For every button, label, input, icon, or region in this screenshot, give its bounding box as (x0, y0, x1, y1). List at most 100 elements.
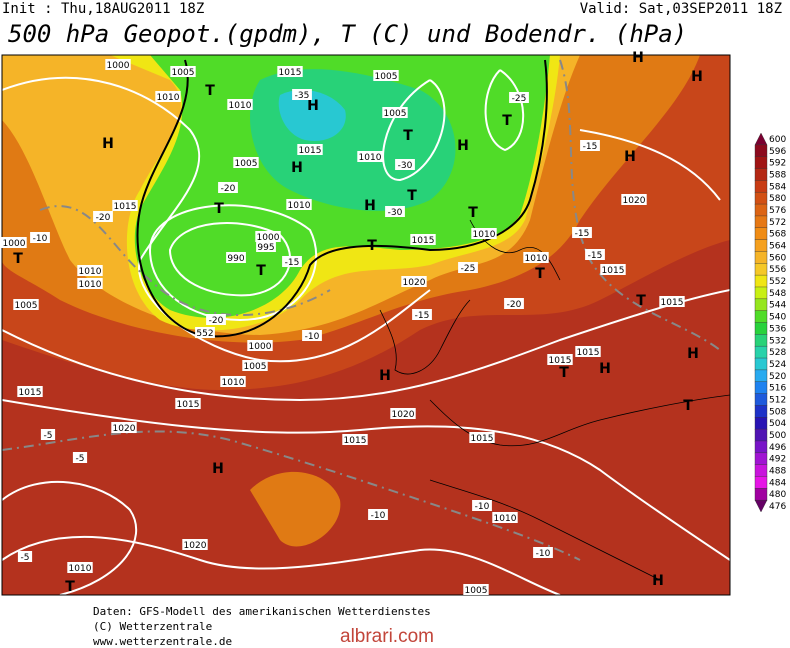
colorbar-label: 488 (769, 467, 786, 477)
colorbar-label: 496 (769, 443, 786, 453)
label-box (67, 562, 93, 573)
colorbar-label: 560 (769, 253, 786, 263)
contour-label: -20 (209, 316, 224, 326)
contour-label: 1000 (249, 342, 272, 352)
pressure-center: T (65, 579, 75, 595)
label-box (547, 354, 573, 365)
contour-label: 1015 (299, 146, 322, 156)
label-box (472, 500, 492, 511)
colorbar-swatch (754, 357, 768, 371)
colorbar-swatch (754, 464, 768, 478)
label-box (390, 408, 416, 419)
contour-label: -35 (295, 91, 310, 101)
colorbar-swatch (754, 417, 768, 430)
label-box (401, 276, 427, 287)
colorbar-swatch (754, 286, 768, 300)
contour-label: 990 (227, 254, 244, 264)
colorbar-label: 508 (769, 407, 786, 417)
contour-label: 1010 (494, 514, 517, 524)
contour-label: 1005 (15, 301, 38, 311)
colorbar-swatch (754, 132, 768, 146)
map-field (2, 55, 730, 595)
colorbar-label: 528 (769, 348, 786, 358)
contour-552 (136, 59, 548, 338)
label-box (621, 194, 647, 205)
pressure-center: T (468, 205, 478, 221)
colorbar-label: 480 (769, 490, 786, 500)
colorbar-label: 516 (769, 384, 786, 394)
pressure-center: T (683, 398, 693, 414)
contour-label: -10 (305, 332, 320, 342)
colorbar-swatch (754, 310, 768, 324)
colorbar-label: 588 (769, 170, 786, 180)
label-box (357, 151, 383, 162)
footer-line: (C) Wetterzentrale (93, 620, 212, 633)
colorbar-swatch (754, 192, 768, 205)
colorbar-label: 564 (769, 242, 786, 252)
colorbar-label: 520 (769, 372, 786, 382)
label-box (1, 237, 27, 248)
colorbar-label: 584 (769, 182, 786, 192)
label-box (112, 200, 138, 211)
contour-label: 1015 (19, 388, 42, 398)
contour-label: 552 (196, 329, 213, 339)
colorbar-swatch (754, 369, 768, 383)
label-box (302, 330, 322, 341)
contour-label: 1010 (525, 254, 548, 264)
coastlines (379, 219, 730, 581)
label-box (458, 262, 478, 273)
contour-label: 1020 (392, 410, 415, 420)
colorbar-swatch (754, 251, 768, 264)
label-box (40, 429, 56, 440)
colorbar-swatch (754, 180, 768, 193)
contour-label: -5 (44, 431, 53, 441)
label-box (572, 227, 592, 238)
label-box (111, 422, 137, 433)
pressure-center: T (214, 201, 224, 217)
label-box (297, 144, 323, 155)
pressure-center: H (652, 573, 664, 589)
label-box (255, 231, 281, 242)
contour-label: 1020 (113, 424, 136, 434)
contour-label: -15 (588, 251, 603, 261)
pressure-center: T (502, 113, 512, 129)
pressure-center: H (624, 149, 636, 165)
contour-label: -30 (398, 161, 413, 171)
contour-label: 1015 (549, 356, 572, 366)
contour-label: -30 (388, 208, 403, 218)
contour-label: -20 (96, 213, 111, 223)
label-box (93, 211, 113, 222)
colorbar-label: 484 (769, 478, 786, 488)
contour-label: 1000 (3, 239, 26, 249)
label-box (226, 252, 246, 263)
label-box (600, 264, 626, 275)
label-box (220, 376, 246, 387)
colorbar-swatch (754, 239, 768, 253)
label-box (218, 182, 238, 193)
label-box (242, 360, 268, 371)
contour-label: -15 (575, 229, 590, 239)
contour-label: -20 (507, 300, 522, 310)
contour-label: 1010 (222, 378, 245, 388)
label-box (523, 252, 549, 263)
colorbar-swatch (754, 322, 768, 336)
contour-label: 1015 (577, 348, 600, 358)
label-box (256, 241, 276, 252)
colorbar-swatch (754, 381, 768, 395)
colorbar-swatch (754, 263, 768, 276)
colorbar-label: 548 (769, 289, 786, 299)
contour-label: -10 (371, 511, 386, 521)
label-box (659, 296, 685, 307)
label-box (580, 140, 600, 151)
contour-label: 995 (257, 243, 274, 253)
contour-label: 1020 (184, 541, 207, 551)
label-box (13, 299, 39, 310)
contour-label: 1010 (359, 153, 382, 163)
label-box (395, 159, 415, 170)
colorbar-swatch (754, 499, 768, 513)
pressure-center: H (364, 198, 376, 214)
contour-label: -10 (33, 234, 48, 244)
contour-label: -15 (583, 142, 598, 152)
contour-label: 1005 (465, 586, 488, 596)
